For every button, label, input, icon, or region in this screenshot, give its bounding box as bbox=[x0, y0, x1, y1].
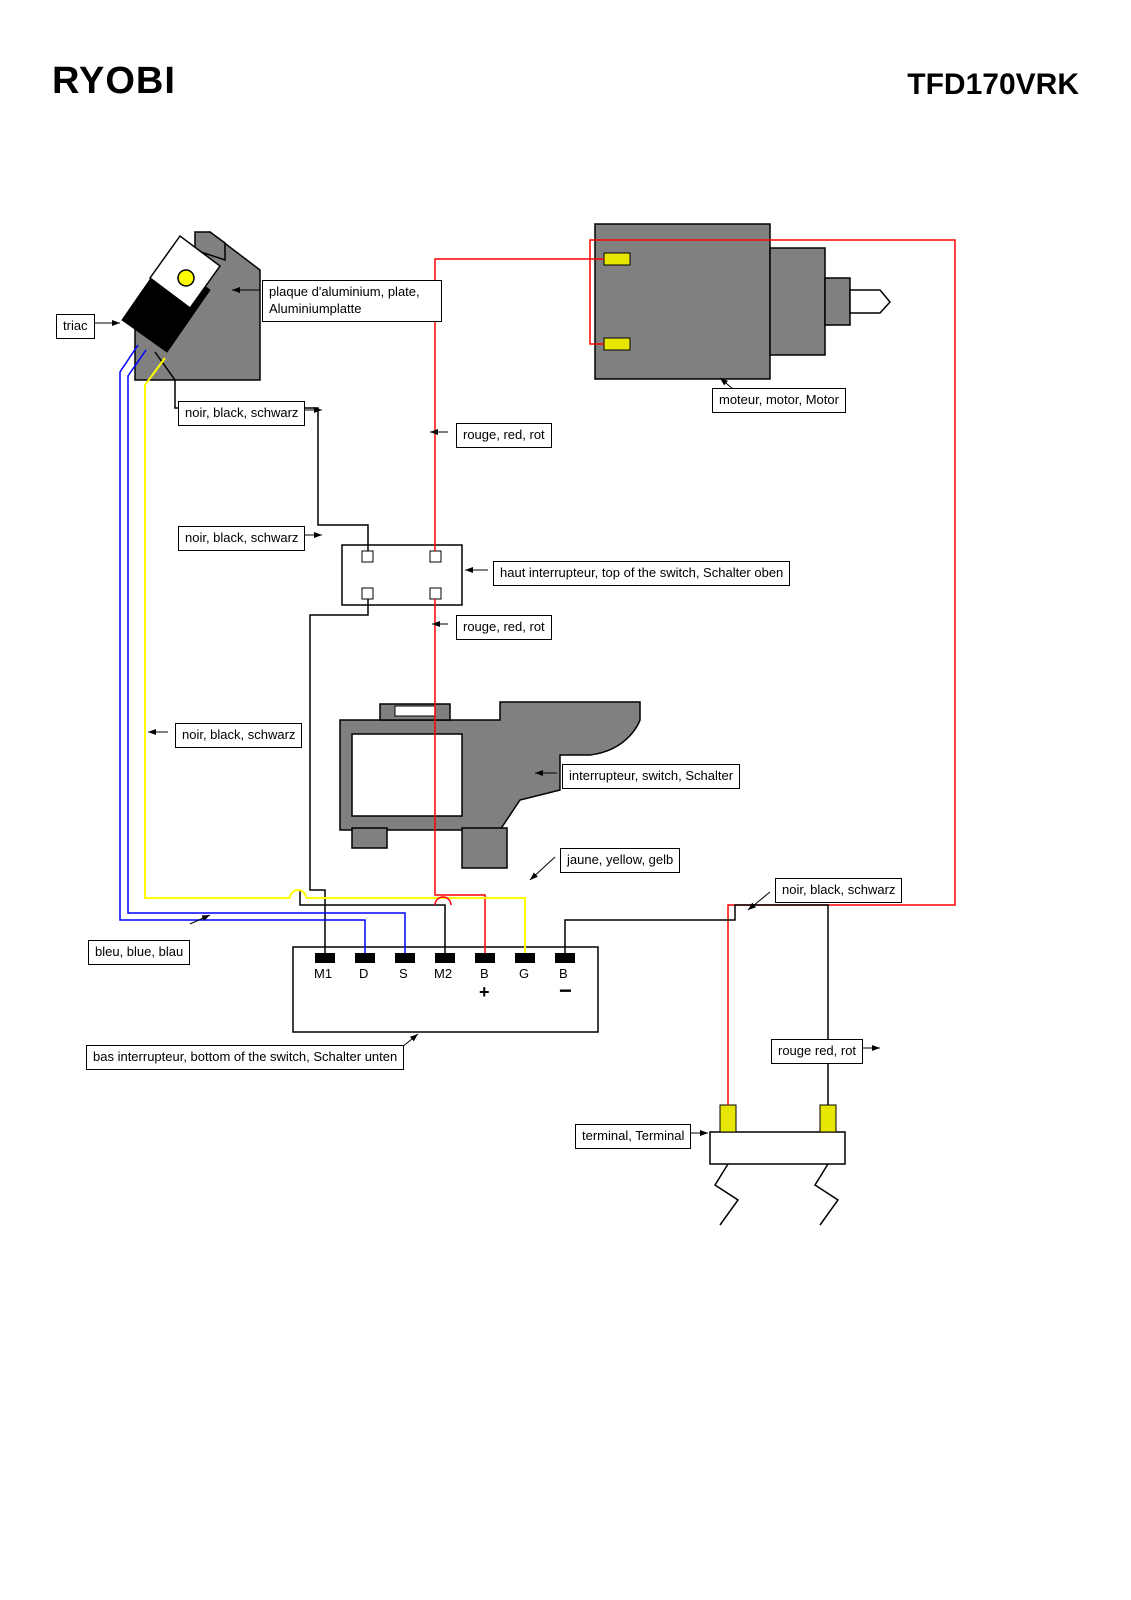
triac-component bbox=[122, 232, 260, 380]
pin-minus: − bbox=[559, 978, 572, 1004]
label-black-1: noir, black, schwarz bbox=[178, 401, 305, 426]
label-bottom-switch: bas interrupteur, bottom of the switch, … bbox=[86, 1045, 404, 1070]
pin-bplus: B bbox=[480, 966, 489, 981]
label-top-switch: haut interrupteur, top of the switch, Sc… bbox=[493, 561, 790, 586]
pin-s: S bbox=[399, 966, 408, 981]
pin-g: G bbox=[519, 966, 529, 981]
top-switch-component bbox=[342, 545, 462, 605]
pin-d: D bbox=[359, 966, 368, 981]
label-red-1: rouge, red, rot bbox=[456, 423, 552, 448]
pin-plus: + bbox=[479, 982, 490, 1003]
label-black-2: noir, black, schwarz bbox=[178, 526, 305, 551]
label-red-2: rouge, red, rot bbox=[456, 615, 552, 640]
wiring-diagram bbox=[0, 0, 1131, 1600]
label-terminal: terminal, Terminal bbox=[575, 1124, 691, 1149]
label-switch: interrupteur, switch, Schalter bbox=[562, 764, 740, 789]
pin-m1: M1 bbox=[314, 966, 332, 981]
label-blue: bleu, blue, blau bbox=[88, 940, 190, 965]
label-aluminium-plate: plaque d'aluminium, plate,Aluminiumplatt… bbox=[262, 280, 442, 322]
wires-blue bbox=[120, 345, 405, 953]
bottom-switch-component bbox=[293, 947, 598, 1032]
label-black-3: noir, black, schwarz bbox=[175, 723, 302, 748]
terminal-component bbox=[710, 1105, 845, 1225]
motor-component bbox=[595, 224, 890, 379]
label-black-4: noir, black, schwarz bbox=[775, 878, 902, 903]
label-red-3: rouge red, rot bbox=[771, 1039, 863, 1064]
label-motor: moteur, motor, Motor bbox=[712, 388, 846, 413]
label-yellow: jaune, yellow, gelb bbox=[560, 848, 680, 873]
pin-m2: M2 bbox=[434, 966, 452, 981]
label-triac: triac bbox=[56, 314, 95, 339]
